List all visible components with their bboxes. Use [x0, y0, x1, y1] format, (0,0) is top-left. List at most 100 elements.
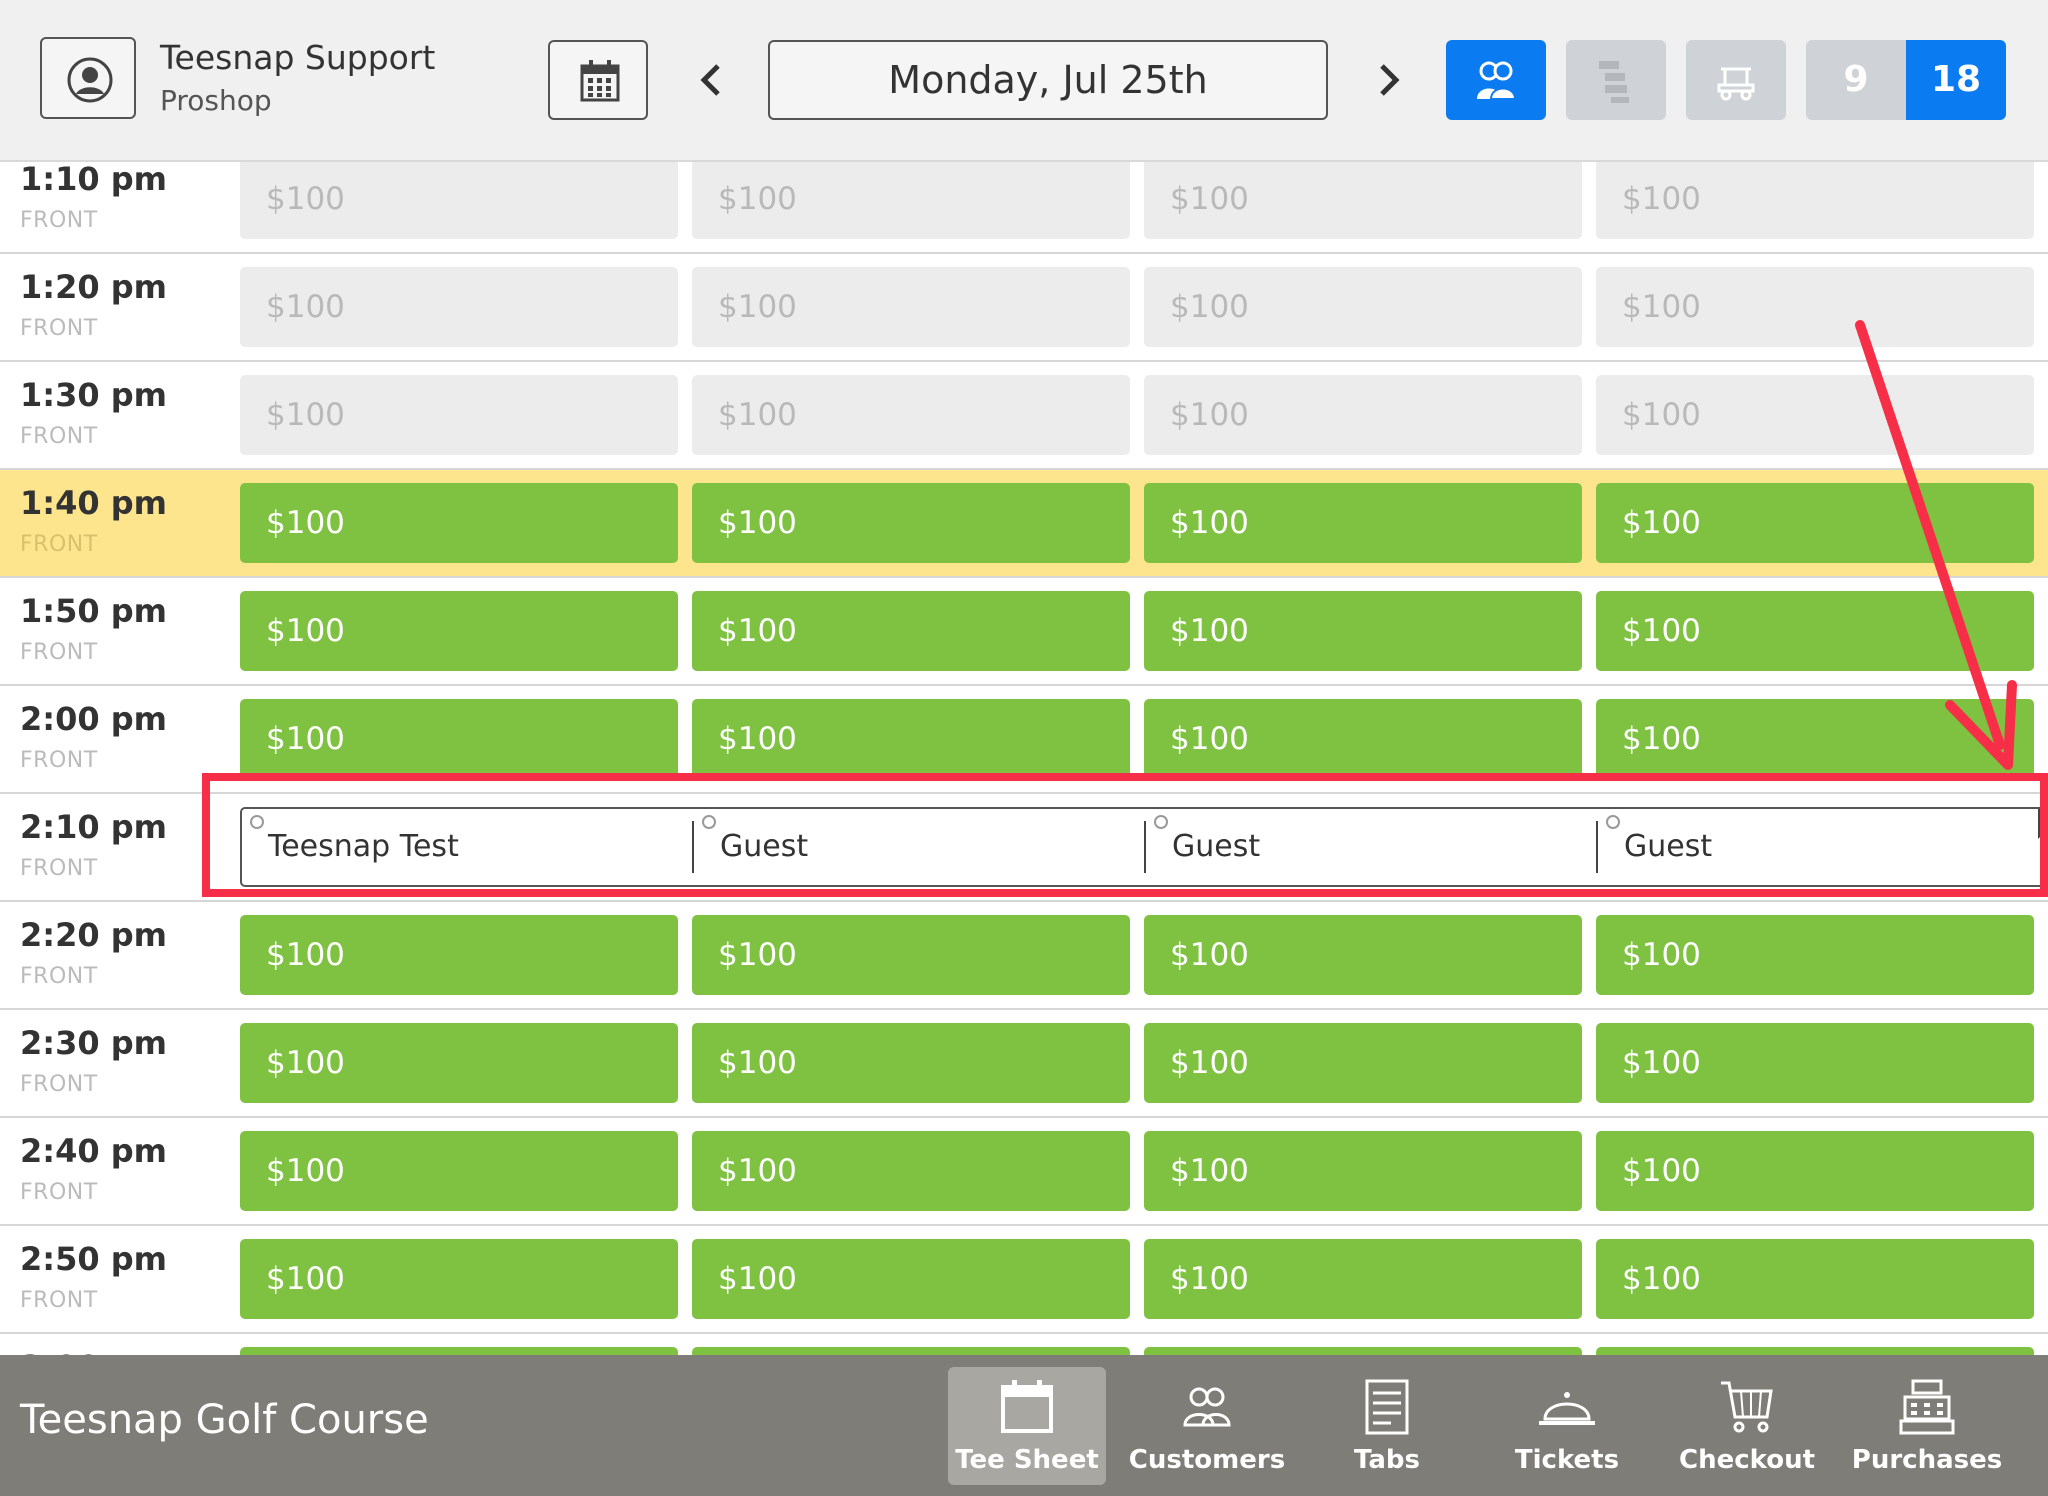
booked-tee-time[interactable]: Teesnap Test Guest Guest Guest [240, 807, 2048, 887]
course-side-label: FRONT [20, 856, 98, 881]
booked-player-slot[interactable]: Guest [1146, 809, 1598, 885]
top-toolbar: Teesnap Support Proshop Monday, Jul 25th [0, 0, 2048, 162]
booked-player-slot[interactable]: Guest [1598, 809, 2048, 885]
available-slot[interactable]: $100 [240, 591, 678, 671]
unavailable-slot: $100 [692, 375, 1130, 455]
golf-cart-button[interactable] [1686, 40, 1786, 120]
course-side-label: FRONT [20, 748, 98, 773]
players-view-button[interactable] [1446, 40, 1546, 120]
course-side-label: FRONT [20, 208, 98, 233]
tee-time-label: 2:30 pm [20, 1024, 167, 1062]
user-profile-button[interactable] [40, 37, 136, 119]
booked-player-slot[interactable]: Teesnap Test [242, 809, 694, 885]
available-slot[interactable]: $100 [1596, 483, 2034, 563]
available-slot[interactable]: $100 [1144, 915, 1582, 995]
available-slot[interactable]: $100 [240, 1347, 678, 1355]
tab-label: Tabs [1353, 1445, 1420, 1475]
tab-purchases[interactable]: Purchases [1848, 1367, 2006, 1485]
service-bell-icon [1539, 1392, 1595, 1425]
receipt-icon [1365, 1379, 1409, 1435]
previous-day-button[interactable] [690, 50, 730, 110]
available-slot[interactable]: $100 [1144, 1239, 1582, 1319]
cart-icon [1721, 1381, 1773, 1433]
available-slot[interactable]: $100 [240, 1239, 678, 1319]
available-slot[interactable]: $100 [240, 699, 678, 779]
unavailable-slot: $100 [692, 162, 1130, 239]
course-side-label: FRONT [20, 316, 98, 341]
available-slot[interactable]: $100 [1596, 699, 2034, 779]
unavailable-slot: $100 [1596, 375, 2034, 455]
available-slot[interactable]: $100 [240, 483, 678, 563]
list-view-icon [1599, 61, 1629, 103]
available-slot[interactable]: $100 [692, 1131, 1130, 1211]
available-slot[interactable]: $100 [240, 1131, 678, 1211]
unavailable-slot: $100 [692, 267, 1130, 347]
holes-18-button[interactable]: 18 [1906, 40, 2006, 120]
available-slot[interactable]: $100 [1596, 1023, 2034, 1103]
available-slot[interactable]: $100 [692, 699, 1130, 779]
bottom-navigation-bar: Teesnap Golf Course Tee Sheet Customers … [0, 1355, 2048, 1496]
available-slot[interactable]: $100 [692, 915, 1130, 995]
current-date-display[interactable]: Monday, Jul 25th [768, 40, 1328, 120]
unavailable-slot: $100 [1144, 267, 1582, 347]
next-day-button[interactable] [1370, 50, 1410, 110]
check-in-circle-icon[interactable] [250, 815, 264, 829]
available-slot[interactable]: $100 [692, 1239, 1130, 1319]
golf-cart-icon [1717, 67, 1755, 101]
available-slot[interactable]: $100 [1596, 1239, 2034, 1319]
check-in-circle-icon[interactable] [1606, 815, 1620, 829]
available-slot[interactable]: $100 [240, 915, 678, 995]
unavailable-slot: $100 [240, 267, 678, 347]
tab-tabs[interactable]: Tabs [1308, 1367, 1466, 1485]
date-picker-button[interactable] [548, 40, 648, 120]
available-slot[interactable]: $100 [1596, 591, 2034, 671]
tee-time-label: 2:20 pm [20, 916, 167, 954]
available-slot[interactable]: $100 [240, 1023, 678, 1103]
tab-label: Customers [1128, 1445, 1286, 1475]
tee-time-label: 1:40 pm [20, 484, 167, 522]
available-slot[interactable]: $100 [1596, 1131, 2034, 1211]
available-slot[interactable]: $100 [692, 1347, 1130, 1355]
player-name: Guest [1624, 829, 1713, 864]
available-slot[interactable]: $100 [1144, 1131, 1582, 1211]
tab-customers[interactable]: Customers [1128, 1367, 1286, 1485]
check-in-circle-icon[interactable] [702, 815, 716, 829]
user-role: Proshop [160, 84, 272, 117]
tee-time-row: 1:40 pm FRONT $100 $100 $100 $100 [0, 470, 2048, 578]
tee-time-label: 1:10 pm [20, 162, 167, 198]
tab-tickets[interactable]: Tickets [1488, 1367, 1646, 1485]
available-slot[interactable]: $100 [692, 591, 1130, 671]
course-side-label: FRONT [20, 532, 98, 557]
unavailable-slot: $100 [1144, 162, 1582, 239]
available-slot[interactable]: $100 [1144, 483, 1582, 563]
available-slot[interactable]: $100 [1144, 1023, 1582, 1103]
available-slot[interactable]: $100 [1144, 591, 1582, 671]
available-slot[interactable]: $100 [1144, 1347, 1582, 1355]
tee-time-row: 1:10 pm FRONT $100 $100 $100 $100 [0, 162, 2048, 254]
course-name: Teesnap Golf Course [20, 1397, 429, 1443]
tee-time-label: 1:20 pm [20, 268, 167, 306]
tee-time-label: 3:00 pm [20, 1348, 167, 1355]
calendar-icon [1001, 1380, 1053, 1433]
available-slot[interactable]: $100 [692, 1023, 1130, 1103]
course-side-label: FRONT [20, 640, 98, 665]
people-icon [1183, 1387, 1231, 1427]
tee-time-row: 2:10 pm FRONT Teesnap Test Guest Guest Guest [0, 794, 2048, 902]
list-view-button[interactable] [1566, 40, 1666, 120]
available-slot[interactable]: $100 [692, 483, 1130, 563]
tee-time-label: 1:50 pm [20, 592, 167, 630]
tab-label: Purchases [1851, 1445, 2003, 1475]
tab-tee-sheet[interactable]: Tee Sheet [948, 1367, 1106, 1485]
check-in-circle-icon[interactable] [1154, 815, 1168, 829]
tab-checkout[interactable]: Checkout [1668, 1367, 1826, 1485]
booked-player-slot[interactable]: Guest [694, 809, 1146, 885]
available-slot[interactable]: $100 [1144, 699, 1582, 779]
tab-label: Tee Sheet [955, 1445, 1099, 1475]
tee-time-row: 2:50 pm FRONT $100 $100 $100 $100 [0, 1226, 2048, 1334]
holes-9-button[interactable]: 9 [1806, 40, 1906, 120]
available-slot[interactable]: $100 [1596, 915, 2034, 995]
available-slot[interactable]: $100 [1596, 1347, 2034, 1355]
tab-label: Checkout [1678, 1445, 1816, 1475]
chevron-right-icon [1380, 64, 1400, 96]
unavailable-slot: $100 [240, 162, 678, 239]
